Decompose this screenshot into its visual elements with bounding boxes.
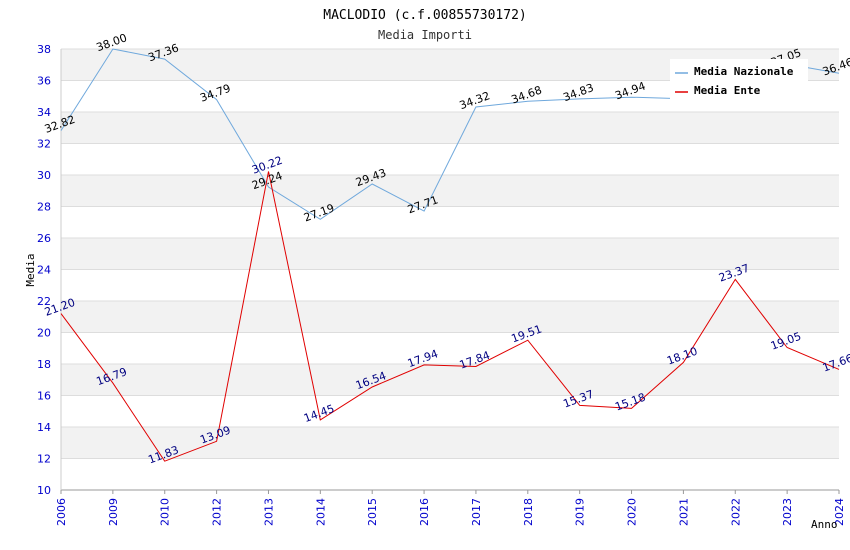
plot-band [61, 301, 839, 333]
plot-bands [61, 49, 839, 459]
x-tick-label: 2014 [314, 498, 327, 526]
plot-band [61, 112, 839, 144]
chart-subtitle: Media Importi [378, 28, 472, 42]
x-tick-label: 2012 [211, 498, 224, 526]
y-tick-label: 30 [37, 169, 51, 182]
y-tick-label: 14 [37, 421, 51, 434]
x-tick-label: 2021 [677, 498, 690, 526]
data-label: 19.05 [769, 330, 803, 353]
x-tick-label: 2017 [470, 498, 483, 526]
data-label: 34.68 [510, 84, 544, 107]
y-tick-label: 24 [37, 264, 51, 277]
x-tick-label: 2013 [262, 498, 275, 526]
y-tick-label: 12 [37, 453, 51, 466]
y-tick-label: 22 [37, 295, 51, 308]
data-label: 34.94 [613, 79, 647, 102]
grid-lines [61, 48, 839, 491]
x-tick-label: 2020 [626, 498, 639, 526]
x-tick-label: 2015 [366, 498, 379, 526]
y-tick-label: 26 [37, 232, 51, 245]
x-tick-label: 2023 [781, 498, 794, 526]
y-tick-label: 28 [37, 201, 51, 214]
plot-band [61, 364, 839, 396]
y-tick-label: 18 [37, 358, 51, 371]
y-axis-ticks: 10 12 14 16 18 20 22 24 26 28 30 32 34 36 38 [37, 43, 51, 497]
plot-band [61, 427, 839, 459]
y-tick-label: 34 [37, 106, 51, 119]
data-label: 34.79 [198, 82, 232, 105]
data-label: 34.83 [561, 81, 595, 104]
x-tick-label: 2018 [522, 498, 535, 526]
y-tick-label: 32 [37, 138, 51, 151]
series-line-ente [60, 171, 840, 462]
y-tick-label: 20 [37, 327, 51, 340]
x-tick-label: 2019 [574, 498, 587, 526]
x-axis-ticks: 2006 2009 2010 2012 2013 2014 2015 2016 2017 2018… [55, 490, 846, 526]
x-tick-label: 2022 [729, 498, 742, 526]
chart-title: MACLODIO (c.f.00855730172) [323, 8, 527, 23]
x-tick-label: 2009 [107, 498, 120, 526]
legend-box [670, 59, 808, 101]
y-axis-label: Media [24, 253, 37, 286]
legend-label-nazionale: Media Nazionale [694, 65, 794, 78]
x-axis-label: Anno [811, 518, 838, 531]
y-tick-label: 10 [37, 484, 51, 497]
x-tick-label: 2006 [55, 498, 68, 526]
legend-label-ente: Media Ente [694, 84, 761, 97]
x-tick-label: 2016 [418, 498, 431, 526]
plot-band [61, 175, 839, 207]
data-label: 14.45 [302, 402, 336, 425]
legend: Media Nazionale Media Ente [670, 59, 808, 101]
y-tick-label: 38 [37, 43, 51, 56]
y-tick-label: 16 [37, 390, 51, 403]
y-tick-label: 36 [37, 75, 51, 88]
plot-band [61, 238, 839, 270]
x-tick-label: 2024 [833, 498, 846, 526]
x-tick-label: 2010 [159, 498, 172, 526]
